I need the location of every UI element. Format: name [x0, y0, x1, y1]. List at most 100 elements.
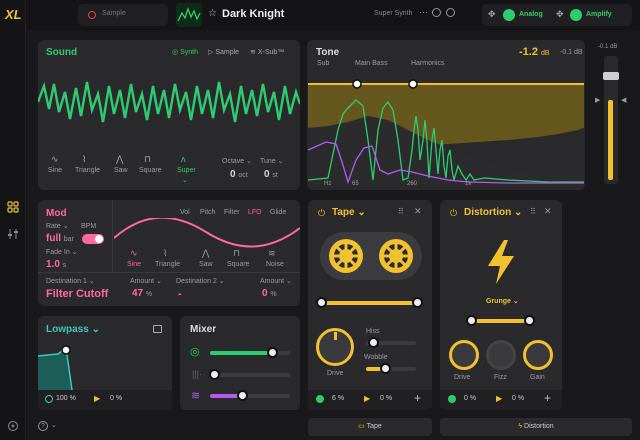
rate-value[interactable]: full bar — [46, 233, 74, 244]
wave-saw[interactable]: Saw — [114, 167, 128, 174]
octave-value[interactable]: 0 oct — [230, 169, 248, 180]
meter-handle[interactable] — [603, 72, 619, 80]
hiss-track[interactable] — [366, 341, 416, 345]
chevron-down-icon[interactable]: ⌄ — [51, 422, 57, 429]
square-wave-icon[interactable]: ⊓ — [233, 248, 241, 258]
play-icon[interactable]: ▶ — [364, 394, 371, 403]
distortion-power-icon[interactable]: ⏻ — [450, 208, 458, 218]
play-icon[interactable]: ▶ — [496, 394, 503, 403]
triangle-wave-icon[interactable]: ⌇ — [82, 154, 87, 164]
bpm-toggle[interactable] — [82, 234, 104, 244]
tape-title[interactable]: Tape ⌄ — [332, 207, 366, 218]
drag-move-icon[interactable]: ✥ — [488, 9, 496, 19]
tape-value1[interactable]: 6 % — [332, 395, 345, 402]
wave-square[interactable]: Square — [139, 167, 162, 174]
settings-icon[interactable] — [7, 420, 19, 432]
lowpass-power-icon[interactable] — [45, 395, 53, 403]
distortion-value2[interactable]: 0 % — [512, 395, 525, 402]
favorite-star-icon[interactable]: ☆ — [208, 8, 217, 19]
distortion-power-small-icon[interactable] — [448, 395, 456, 403]
wave-triangle[interactable]: Triangle — [75, 167, 101, 174]
sine-wave-icon[interactable]: ∿ — [130, 248, 138, 258]
triangle-wave-icon[interactable]: ⌇ — [163, 248, 168, 258]
distortion-tab[interactable]: ϟ Distortion — [440, 418, 632, 436]
lowpass-menu-icon[interactable] — [153, 325, 162, 333]
lowpass-title[interactable]: Lowpass ⌄ — [46, 324, 100, 335]
wobble-thumb[interactable] — [380, 363, 391, 374]
dest2-value[interactable]: - — [178, 288, 182, 300]
sliders-icon[interactable] — [7, 228, 19, 240]
analog-label[interactable]: Analog — [519, 11, 543, 18]
saw-wave-icon[interactable]: ⋀ — [116, 154, 124, 164]
amount2-value[interactable]: 0 % — [262, 288, 277, 299]
tape-speed-left-thumb[interactable] — [316, 297, 327, 308]
add-icon[interactable]: + — [414, 391, 422, 405]
tab-vol[interactable]: Vol — [180, 209, 190, 216]
distortion-title[interactable]: Distortion ⌄ — [464, 207, 523, 218]
mixer-synth-thumb[interactable] — [267, 347, 279, 358]
preset-name[interactable]: Dark Knight — [222, 8, 285, 20]
distortion-mix-track[interactable] — [470, 319, 530, 323]
mod-wave-square[interactable]: Square — [227, 261, 250, 268]
distortion-mix-right-thumb[interactable] — [524, 315, 535, 326]
tab-glide[interactable]: Glide — [270, 209, 287, 216]
sine-wave-icon[interactable]: ∿ — [51, 154, 59, 164]
more-icon[interactable]: ··· — [419, 7, 428, 17]
close-icon[interactable]: ✕ — [544, 206, 552, 216]
tape-tab[interactable]: ▭ Tape — [308, 418, 432, 436]
hiss-thumb[interactable] — [368, 337, 379, 348]
amount1-value[interactable]: 47 % — [132, 288, 153, 299]
square-wave-icon[interactable]: ⊓ — [144, 154, 152, 164]
wave-super[interactable]: Super — [177, 167, 196, 174]
mod-wave-noise[interactable]: Noise — [266, 261, 284, 268]
sub-band-handle[interactable] — [352, 79, 362, 89]
close-icon[interactable]: ✕ — [414, 206, 422, 216]
lowpass-value1[interactable]: 100 % — [56, 395, 76, 402]
distortion-fizz-knob[interactable] — [486, 340, 516, 370]
mod-wave-sine[interactable]: Sine — [127, 261, 142, 268]
drag-handle-icon[interactable]: ⠿ — [398, 207, 404, 216]
synth-mode-tab[interactable]: ◎ Synth — [172, 49, 198, 56]
distortion-mode[interactable]: Grunge ⌄ — [486, 298, 519, 305]
clock-icon[interactable] — [432, 8, 441, 17]
tab-pitch[interactable]: Pitch — [200, 209, 216, 216]
tone-gain[interactable]: -1.2 dB — [519, 46, 550, 58]
add-icon[interactable]: + — [544, 391, 552, 405]
mixer-xsub-track[interactable] — [210, 394, 290, 398]
mixer-sample-track[interactable] — [210, 373, 290, 377]
forward-icon[interactable] — [446, 8, 455, 17]
mod-wave-triangle[interactable]: Triangle — [155, 261, 181, 268]
dest1-value[interactable]: Filter Cutoff — [46, 288, 109, 300]
tape-speed-track[interactable] — [322, 301, 418, 305]
tune-value[interactable]: 0 st — [264, 169, 278, 180]
wave-sine[interactable]: Sine — [48, 167, 63, 174]
tape-value2[interactable]: 0 % — [380, 395, 393, 402]
grid-icon[interactable] — [7, 201, 19, 213]
analog-power-icon[interactable] — [503, 9, 515, 21]
harmonics-band-handle[interactable] — [408, 79, 418, 89]
saw-wave-icon[interactable]: ⋀ — [202, 248, 210, 258]
mixer-xsub-thumb[interactable] — [237, 390, 248, 401]
tape-speed-right-thumb[interactable] — [412, 297, 423, 308]
mod-wave-saw[interactable]: Saw — [199, 261, 213, 268]
sample-chip[interactable]: Sample — [78, 4, 168, 26]
mixer-sample-thumb[interactable] — [209, 369, 220, 380]
drag-move-icon[interactable]: ✥ — [556, 9, 564, 19]
help-icon[interactable]: ? — [38, 421, 48, 431]
amplify-power-icon[interactable] — [570, 9, 582, 21]
tab-filter[interactable]: Filter — [224, 209, 240, 216]
super-wave-icon[interactable]: ᴧ — [181, 154, 186, 164]
fade-value[interactable]: 1.0 s — [46, 259, 67, 270]
wobble-track[interactable] — [366, 367, 416, 371]
tape-power-small-icon[interactable] — [316, 395, 324, 403]
chevron-down-icon[interactable]: ⌄ — [182, 177, 188, 184]
distortion-value1[interactable]: 0 % — [464, 395, 477, 402]
play-icon[interactable]: ▶ — [94, 394, 101, 403]
distortion-drive-knob[interactable] — [449, 340, 479, 370]
amplify-label[interactable]: Amplify — [586, 11, 612, 18]
drag-handle-icon[interactable]: ⠿ — [530, 207, 536, 216]
cutoff-handle[interactable] — [61, 345, 71, 355]
xsub-mode-tab[interactable]: ≋ X-Sub™ — [250, 49, 285, 56]
sample-mode-tab[interactable]: ▷ Sample — [208, 49, 240, 56]
noise-wave-icon[interactable]: ≋ — [268, 248, 276, 258]
